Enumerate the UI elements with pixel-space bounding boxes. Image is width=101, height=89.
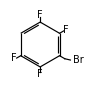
Text: F: F [63, 25, 69, 35]
Text: F: F [37, 10, 43, 20]
Text: F: F [11, 53, 17, 63]
Text: F: F [37, 69, 43, 79]
Text: Br: Br [73, 55, 83, 65]
